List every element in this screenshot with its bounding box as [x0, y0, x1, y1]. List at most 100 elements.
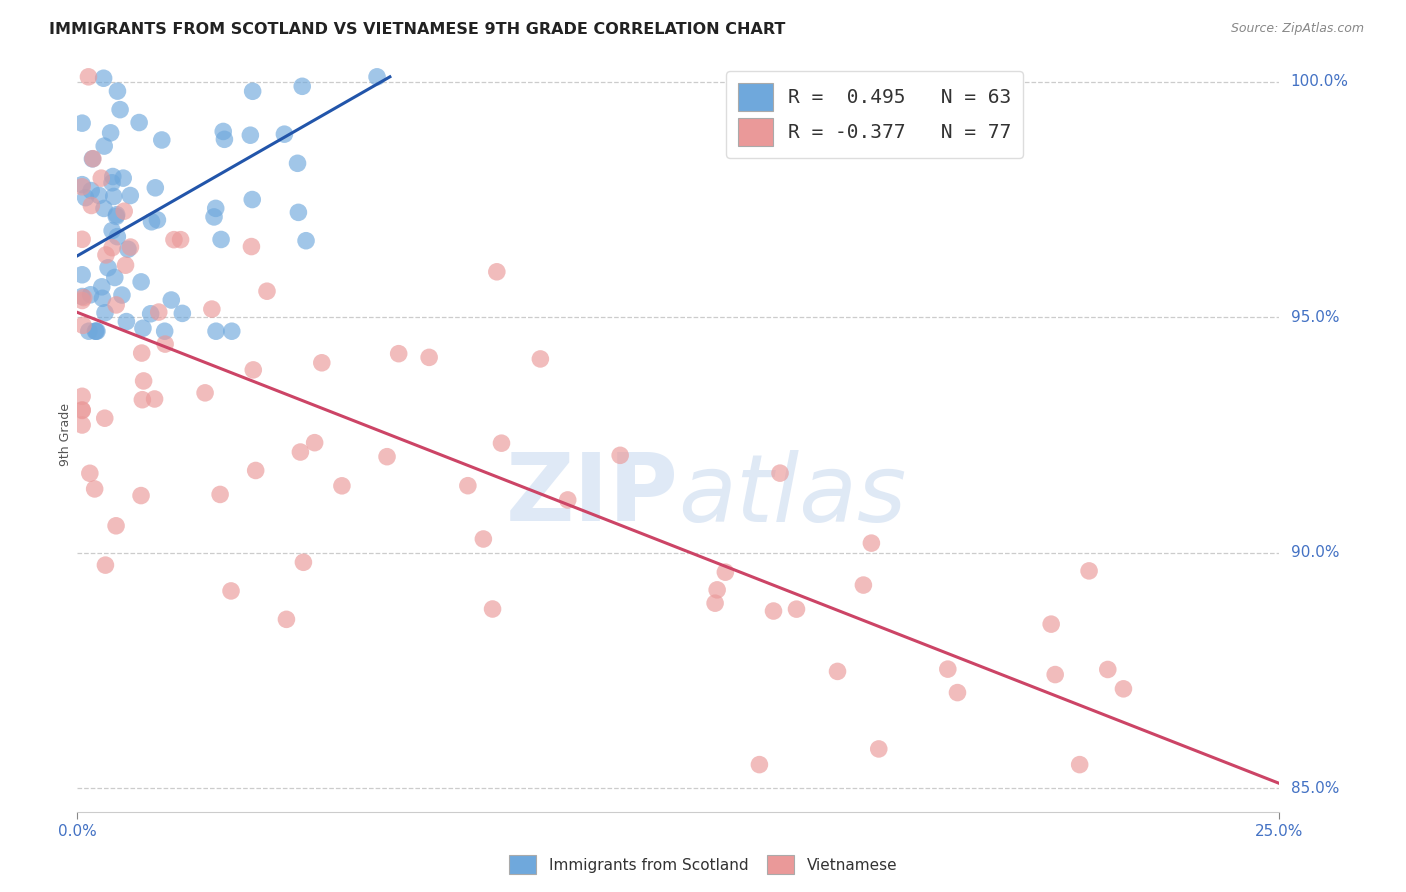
Point — [160, 293, 183, 307]
Point — [70, 116, 93, 130]
Point — [120, 188, 142, 202]
Point — [111, 288, 134, 302]
Point — [388, 346, 411, 360]
Point — [75, 191, 97, 205]
Point — [1078, 564, 1101, 578]
Point — [304, 435, 326, 450]
Point — [101, 169, 124, 184]
Point — [100, 126, 122, 140]
Point — [77, 70, 100, 84]
Point — [153, 337, 176, 351]
Point — [84, 324, 107, 338]
Point — [94, 306, 117, 320]
Point — [1097, 663, 1119, 677]
Point — [287, 156, 309, 170]
Point — [860, 536, 883, 550]
Point — [79, 467, 101, 481]
Point — [311, 356, 333, 370]
Point — [946, 685, 969, 699]
Point — [70, 417, 93, 432]
Point — [129, 275, 152, 289]
Point — [172, 306, 194, 320]
Point — [256, 284, 278, 298]
Point — [103, 189, 125, 203]
Legend: R =  0.495   N = 63, R = -0.377   N = 77: R = 0.495 N = 63, R = -0.377 N = 77 — [725, 71, 1024, 158]
Point — [609, 448, 631, 462]
Point — [330, 479, 353, 493]
Point — [204, 202, 226, 216]
Point — [70, 389, 93, 403]
Point — [114, 258, 136, 272]
Point — [72, 318, 94, 333]
Point — [70, 289, 93, 303]
Point — [115, 315, 138, 329]
Point — [240, 193, 263, 207]
Point — [90, 280, 112, 294]
Text: 95.0%: 95.0% — [1291, 310, 1339, 325]
Point — [132, 374, 155, 388]
Point — [418, 351, 440, 365]
Point — [457, 478, 479, 492]
Point — [201, 302, 224, 317]
Point — [82, 152, 104, 166]
Point — [163, 233, 186, 247]
Point — [245, 463, 267, 477]
Point — [292, 555, 315, 569]
Point — [105, 208, 128, 222]
Point — [70, 232, 93, 246]
Point — [112, 204, 135, 219]
Point — [139, 307, 162, 321]
Point — [83, 482, 105, 496]
Point — [1112, 681, 1135, 696]
Point — [84, 324, 107, 338]
Point — [70, 403, 93, 417]
Point — [194, 385, 217, 400]
Point — [77, 324, 100, 338]
Point — [769, 466, 792, 480]
Point — [141, 215, 163, 229]
Point — [481, 602, 503, 616]
Point — [472, 532, 495, 546]
Point — [101, 241, 124, 255]
Point — [936, 662, 959, 676]
Point — [239, 128, 262, 143]
Point — [295, 234, 318, 248]
Point — [491, 436, 513, 450]
Point — [143, 392, 166, 406]
Point — [242, 84, 264, 98]
Point — [148, 305, 170, 319]
Point — [209, 487, 232, 501]
Text: IMMIGRANTS FROM SCOTLAND VS VIETNAMESE 9TH GRADE CORRELATION CHART: IMMIGRANTS FROM SCOTLAND VS VIETNAMESE 9… — [49, 22, 786, 37]
Point — [93, 202, 115, 216]
Point — [1043, 667, 1066, 681]
Point — [375, 450, 398, 464]
Point — [97, 260, 120, 275]
Point — [108, 103, 131, 117]
Point — [529, 351, 551, 366]
Point — [107, 84, 129, 98]
Point — [704, 596, 727, 610]
Point — [219, 583, 242, 598]
Point — [1040, 617, 1063, 632]
Point — [91, 291, 114, 305]
Point — [146, 213, 169, 227]
Text: ZIP: ZIP — [506, 450, 679, 541]
Point — [104, 270, 127, 285]
Point — [70, 179, 93, 194]
Point — [105, 518, 128, 533]
Point — [214, 132, 236, 146]
Point — [120, 240, 142, 254]
Point — [101, 176, 124, 190]
Point — [366, 70, 388, 84]
Point — [1069, 757, 1091, 772]
Point — [131, 392, 153, 407]
Point — [242, 363, 264, 377]
Text: Source: ZipAtlas.com: Source: ZipAtlas.com — [1230, 22, 1364, 36]
Point — [557, 492, 579, 507]
Point — [209, 232, 232, 246]
Point — [291, 79, 314, 94]
Point — [205, 324, 228, 338]
Text: 90.0%: 90.0% — [1291, 545, 1339, 560]
Point — [80, 184, 103, 198]
Point — [101, 224, 124, 238]
